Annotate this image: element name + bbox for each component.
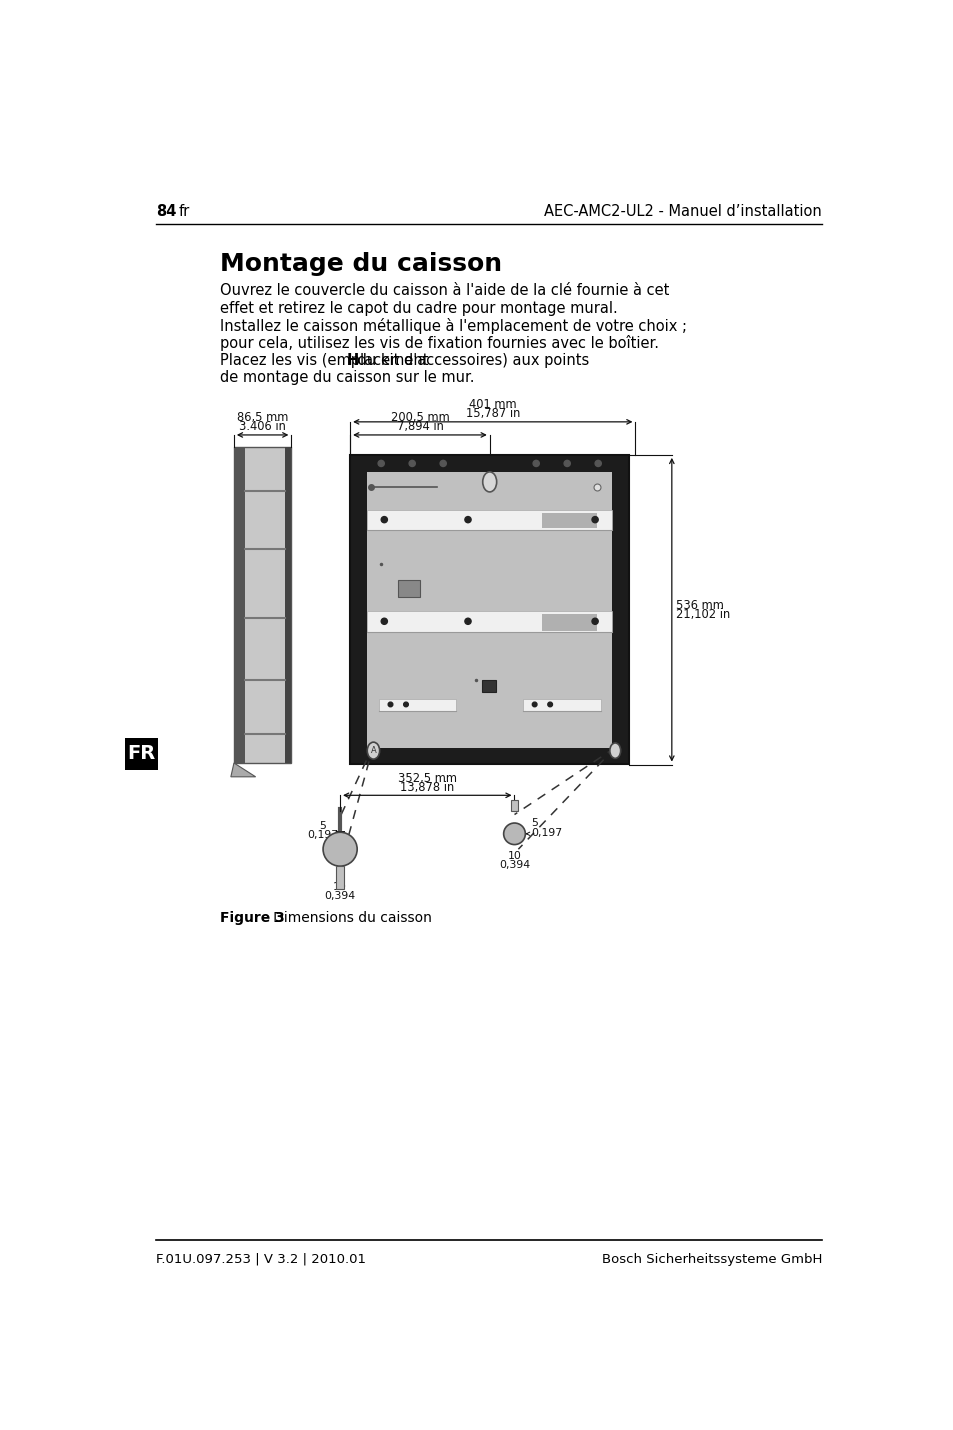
Circle shape <box>323 832 356 867</box>
Ellipse shape <box>482 472 497 492</box>
Text: 15,787 in: 15,787 in <box>465 408 519 420</box>
Circle shape <box>439 460 446 466</box>
Text: 3.406 in: 3.406 in <box>239 420 286 433</box>
Bar <box>125 738 158 769</box>
Circle shape <box>464 516 471 523</box>
Text: 21,102 in: 21,102 in <box>676 608 730 621</box>
Circle shape <box>532 702 537 706</box>
Text: Montage du caisson: Montage du caisson <box>220 253 501 276</box>
Circle shape <box>403 702 408 706</box>
Text: Placez les vis (emplacement: Placez les vis (emplacement <box>220 353 433 368</box>
Bar <box>367 511 612 529</box>
Bar <box>522 699 599 711</box>
Circle shape <box>592 516 598 523</box>
Text: 5: 5 <box>319 821 326 831</box>
Text: 200,5 mm: 200,5 mm <box>390 412 449 425</box>
Circle shape <box>595 460 600 466</box>
Circle shape <box>563 460 570 466</box>
Text: 7,894 in: 7,894 in <box>396 420 443 433</box>
Text: 401 mm: 401 mm <box>469 398 517 410</box>
Circle shape <box>388 702 393 706</box>
Circle shape <box>547 702 552 706</box>
Circle shape <box>503 824 525 845</box>
Bar <box>378 699 456 711</box>
Text: du kit d'accessoires) aux points: du kit d'accessoires) aux points <box>353 353 588 368</box>
Text: 84: 84 <box>155 204 176 219</box>
Circle shape <box>377 460 384 466</box>
Circle shape <box>381 516 387 523</box>
Bar <box>542 513 596 528</box>
Circle shape <box>381 618 387 625</box>
Text: Dimensions du caisson: Dimensions du caisson <box>260 911 432 925</box>
Bar <box>367 611 612 632</box>
Bar <box>397 579 419 596</box>
Text: 86,5 mm: 86,5 mm <box>236 412 288 425</box>
Text: 0,197: 0,197 <box>531 828 562 838</box>
Text: 13,878 in: 13,878 in <box>399 781 454 794</box>
Text: H: H <box>347 353 359 368</box>
Text: 0,197: 0,197 <box>307 829 338 839</box>
Bar <box>510 799 517 811</box>
Text: AEC-AMC2-UL2 - Manuel d’installation: AEC-AMC2-UL2 - Manuel d’installation <box>544 204 821 219</box>
Circle shape <box>464 618 471 625</box>
Text: 536 mm: 536 mm <box>676 599 723 612</box>
Circle shape <box>592 618 598 625</box>
Circle shape <box>409 460 415 466</box>
Bar <box>367 472 612 748</box>
Text: fr: fr <box>179 204 190 219</box>
Text: effet et retirez le capot du cadre pour montage mural.: effet et retirez le capot du cadre pour … <box>220 300 618 316</box>
Text: Ouvrez le couvercle du caisson à l'aide de la clé fournie à cet: Ouvrez le couvercle du caisson à l'aide … <box>220 283 669 299</box>
Circle shape <box>533 460 538 466</box>
Text: A: A <box>370 746 375 755</box>
Text: 10: 10 <box>333 881 347 891</box>
Text: 0,394: 0,394 <box>498 859 530 869</box>
Text: Installez le caisson métallique à l'emplacement de votre choix ;: Installez le caisson métallique à l'empl… <box>220 317 686 333</box>
Text: Bosch Sicherheitssysteme GmbH: Bosch Sicherheitssysteme GmbH <box>601 1253 821 1266</box>
Bar <box>285 448 291 764</box>
Text: 10: 10 <box>507 851 521 861</box>
Bar <box>233 448 245 764</box>
Text: 0,394: 0,394 <box>324 891 355 901</box>
Bar <box>350 455 629 765</box>
Text: pour cela, utilisez les vis de fixation fournies avec le boîtier.: pour cela, utilisez les vis de fixation … <box>220 335 659 352</box>
Polygon shape <box>233 448 291 764</box>
Text: Figure 3: Figure 3 <box>220 911 284 925</box>
Text: FR: FR <box>128 744 155 764</box>
Bar <box>542 613 596 631</box>
Text: 5: 5 <box>531 818 537 828</box>
Text: F.01U.097.253 | V 3.2 | 2010.01: F.01U.097.253 | V 3.2 | 2010.01 <box>155 1253 365 1266</box>
Text: 352,5 mm: 352,5 mm <box>397 772 456 785</box>
Bar <box>481 679 496 692</box>
Ellipse shape <box>367 742 379 759</box>
Ellipse shape <box>609 744 620 758</box>
Text: de montage du caisson sur le mur.: de montage du caisson sur le mur. <box>220 370 474 385</box>
Bar <box>335 867 344 889</box>
Polygon shape <box>231 764 255 776</box>
